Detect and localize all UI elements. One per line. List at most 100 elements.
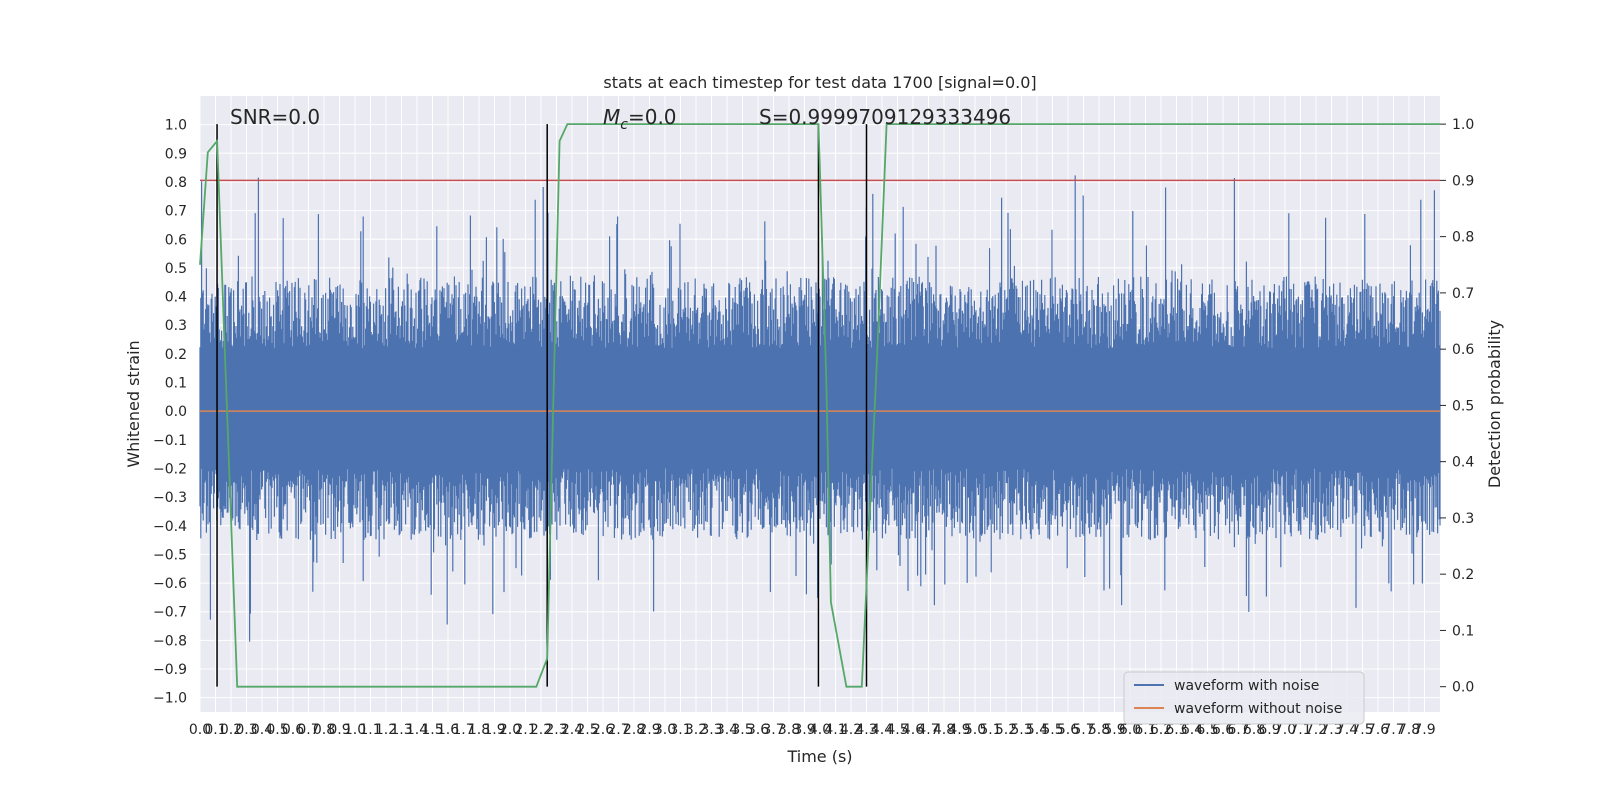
chirp-mass-annotation: Mc=0.0 bbox=[603, 105, 677, 133]
x-tick-label: 7.3 bbox=[1320, 722, 1342, 738]
y-tick-label: 0.6 bbox=[165, 232, 187, 248]
y-tick-label: 0.7 bbox=[165, 204, 187, 220]
x-tick-label: 2.8 bbox=[623, 722, 645, 738]
y-axis-label: Whitened strain bbox=[124, 340, 143, 467]
y2-tick-label: 0.0 bbox=[1452, 680, 1474, 696]
x-tick-label: 1.1 bbox=[359, 722, 381, 738]
x-tick-label: 1.0 bbox=[344, 722, 366, 738]
y-tick-label: 0.8 bbox=[165, 175, 187, 191]
y2-tick-label: 0.5 bbox=[1452, 398, 1474, 414]
x-tick-label: 5.3 bbox=[1010, 722, 1032, 738]
y2-tick-label: 0.7 bbox=[1452, 286, 1474, 302]
y-tick-label: −0.1 bbox=[153, 433, 187, 449]
x-tick-label: 5.1 bbox=[979, 722, 1001, 738]
x-tick-label: 3.5 bbox=[731, 722, 753, 738]
x-tick-label: 2.3 bbox=[545, 722, 567, 738]
x-tick-label: 5.9 bbox=[1103, 722, 1125, 738]
x-tick-label: 4.6 bbox=[902, 722, 924, 738]
x-tick-label: 0.7 bbox=[297, 722, 319, 738]
x-tick-label: 6.6 bbox=[1212, 722, 1234, 738]
y-tick-label: 0.0 bbox=[165, 404, 187, 420]
y2-tick-label: 0.3 bbox=[1452, 511, 1474, 527]
x-tick-label: 3.3 bbox=[700, 722, 722, 738]
y-axis-ticks: 1.0 0.9 0.8 0.7 0.6 0.5 0.4 0.3 0.2 0.1 0.0 −0.1 −0.… bbox=[153, 118, 187, 707]
y-tick-label: −0.8 bbox=[153, 633, 187, 649]
y-tick-label: 0.2 bbox=[165, 347, 187, 363]
series-lines bbox=[199, 123, 1440, 688]
x-tick-label: 3.8 bbox=[778, 722, 800, 738]
x-tick-label: 6.9 bbox=[1258, 722, 1280, 738]
y-tick-label: −0.6 bbox=[153, 576, 187, 592]
x-tick-label: 5.4 bbox=[1026, 722, 1048, 738]
y2-tick-label: 0.4 bbox=[1452, 455, 1474, 471]
x-tick-label: 2.4 bbox=[561, 722, 583, 738]
y2-tick-label: 0.6 bbox=[1452, 342, 1474, 358]
x-tick-label: 1.3 bbox=[390, 722, 412, 738]
x-tick-label: 0.1 bbox=[204, 722, 226, 738]
legend-box bbox=[1123, 671, 1365, 725]
y-tick-label: 0.3 bbox=[165, 318, 187, 334]
x-axis-ticks: 0.00.10.20.30.40.50.60.70.80.91.01.11.21… bbox=[189, 722, 1436, 738]
x-tick-label: 3.7 bbox=[762, 722, 784, 738]
x-tick-label: 6.8 bbox=[1243, 722, 1265, 738]
x-tick-label: 0.6 bbox=[282, 722, 304, 738]
y-tick-label: −1.0 bbox=[153, 691, 187, 707]
x-tick-label: 1.8 bbox=[468, 722, 490, 738]
x-tick-label: 7.7 bbox=[1382, 722, 1404, 738]
y-tick-label: −0.5 bbox=[153, 547, 187, 563]
y-tick-label: 0.9 bbox=[165, 146, 187, 162]
x-tick-label: 1.4 bbox=[406, 722, 428, 738]
x-tick-label: 3.4 bbox=[716, 722, 738, 738]
x-tick-label: 2.9 bbox=[638, 722, 660, 738]
y-tick-label: 0.4 bbox=[165, 290, 187, 306]
x-tick-label: 2.5 bbox=[576, 722, 598, 738]
x-tick-label: 5.8 bbox=[1088, 722, 1110, 738]
x-tick-label: 4.5 bbox=[886, 722, 908, 738]
x-tick-label: 2.0 bbox=[499, 722, 521, 738]
x-tick-label: 6.7 bbox=[1227, 722, 1249, 738]
chirp-mass-subscript: c bbox=[620, 117, 628, 133]
y2-tick-label: 1.0 bbox=[1452, 117, 1474, 133]
x-tick-label: 0.3 bbox=[235, 722, 257, 738]
x-tick-label: 3.2 bbox=[685, 722, 707, 738]
x-tick-label: 7.0 bbox=[1274, 722, 1296, 738]
x-tick-label: 4.8 bbox=[933, 722, 955, 738]
x-tick-label: 7.2 bbox=[1305, 722, 1327, 738]
x-tick-label: 6.0 bbox=[1119, 722, 1141, 738]
x-axis-label: Time (s) bbox=[786, 747, 852, 766]
x-tick-label: 5.0 bbox=[964, 722, 986, 738]
x-tick-label: 6.5 bbox=[1196, 722, 1218, 738]
y2-tick-label: 0.1 bbox=[1452, 623, 1474, 639]
x-tick-label: 6.4 bbox=[1181, 722, 1203, 738]
y2-tick-label: 0.2 bbox=[1452, 567, 1474, 583]
x-tick-label: 2.6 bbox=[592, 722, 614, 738]
x-tick-label: 1.5 bbox=[421, 722, 443, 738]
snr-annotation: SNR=0.0 bbox=[230, 105, 320, 129]
x-tick-label: 4.1 bbox=[824, 722, 846, 738]
y2-tick-label: 0.9 bbox=[1452, 173, 1474, 189]
y2-axis-ticks: 1.0 0.9 0.8 0.7 0.6 0.5 0.4 0.3 0.2 0.1 0.0 bbox=[1440, 117, 1474, 696]
series-waveform-with-noise bbox=[199, 175, 1441, 642]
noise-waveform-core bbox=[200, 353, 1440, 463]
x-tick-label: 7.8 bbox=[1398, 722, 1420, 738]
y-tick-label: −0.9 bbox=[153, 662, 187, 678]
x-tick-label: 2.2 bbox=[530, 722, 552, 738]
x-tick-label: 6.1 bbox=[1134, 722, 1156, 738]
x-tick-label: 1.6 bbox=[437, 722, 459, 738]
x-tick-label: 1.7 bbox=[452, 722, 474, 738]
x-tick-label: 5.6 bbox=[1057, 722, 1079, 738]
x-tick-label: 0.8 bbox=[313, 722, 335, 738]
y-tick-label: 0.5 bbox=[165, 261, 187, 277]
x-tick-label: 1.2 bbox=[375, 722, 397, 738]
x-tick-label: 6.3 bbox=[1165, 722, 1187, 738]
x-tick-label: 4.3 bbox=[855, 722, 877, 738]
x-tick-label: 0.5 bbox=[266, 722, 288, 738]
x-tick-label: 4.7 bbox=[917, 722, 939, 738]
y2-axis-label: Detection probability bbox=[1485, 320, 1504, 488]
chirp-mass-symbol: M bbox=[603, 105, 620, 129]
y-tick-label: −0.3 bbox=[153, 490, 187, 506]
x-tick-label: 7.6 bbox=[1367, 722, 1389, 738]
x-tick-label: 3.1 bbox=[669, 722, 691, 738]
x-tick-label: 3.9 bbox=[793, 722, 815, 738]
